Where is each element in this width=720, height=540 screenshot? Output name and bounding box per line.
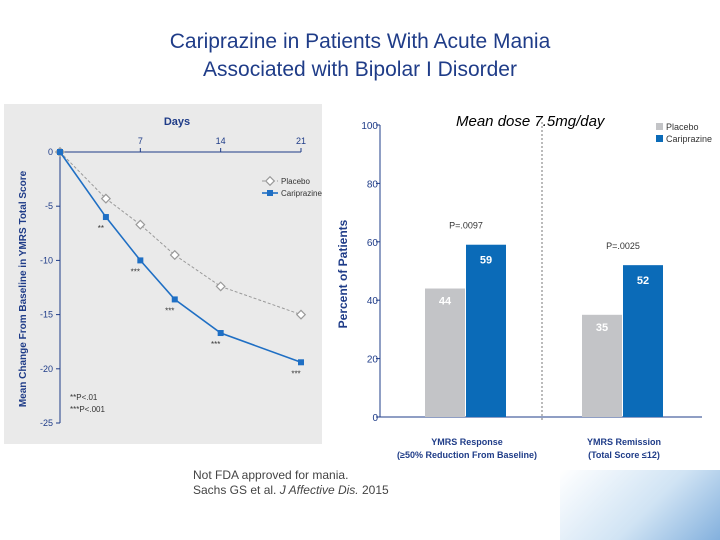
bar-chart-y-tick-label: 20 [367,355,379,366]
bar-legend-label-cariprazine: Cariprazine [666,134,712,144]
line-chart-y-tick-label: -5 [45,201,53,211]
significance-label: ** [98,224,104,233]
line-chart-x-tick-label: 21 [296,136,306,146]
mean-dose-label: Mean dose 7.5mg/day [456,113,605,130]
bar-value-label: 59 [480,255,492,267]
decorative-corner-graphic [560,470,720,540]
bar-chart-categories: YMRS Response (≥50% Reduction From Baseli… [397,437,661,460]
line-chart-series: ************** [54,146,307,378]
cariprazine-data-point [137,257,144,264]
bar-cariprazine [466,244,506,417]
bar-value-label: 35 [596,322,608,334]
significance-label: *** [291,369,300,378]
bar-value-label: 52 [637,275,649,287]
bar-placebo [425,288,465,417]
bar-chart-p-value: P=.0025 [606,241,640,251]
bar-chart-category-sublabel: (≥50% Reduction From Baseline) [397,450,537,460]
bar-value-label: 44 [439,296,452,308]
ymrs-change-line-chart: Days 7 14 21 0 -5 -10 -15 -20 -25 Mean Change F… [18,116,322,428]
legend-marker-placebo [264,175,276,187]
cariprazine-data-point [102,214,109,221]
bar-chart-y-tick-label: 80 [367,179,379,190]
bar-chart-category-label: YMRS Remission [587,437,661,447]
bar-chart-bars: 44 59 P=.0097 35 52 P=.0025 [425,221,663,417]
line-chart-y-tick-label: -20 [40,364,53,374]
legend-marker-cariprazine [267,190,273,196]
cariprazine-data-point [171,296,178,303]
line-chart-y-tick-label: 0 [48,147,53,157]
ymrs-bar-chart-panel: 0 20 40 60 80 100 Percent of Patients 44 59 P=.… [322,104,720,466]
citation-year: 2015 [358,483,389,497]
line-chart-x-tick-label: 7 [138,136,143,146]
footnote-citation: Sachs GS et al. J Affective Dis. 2015 [193,483,389,498]
line-chart-y-tick-label: -25 [40,418,53,428]
line-chart-y-tick-label: -10 [40,255,53,265]
bar-legend-swatch-cariprazine [656,135,663,142]
footnote-fda: Not FDA approved for mania. [193,468,349,482]
line-chart-footnote: ***P<.001 [70,405,105,414]
bar-legend-swatch-placebo [656,123,663,130]
line-chart-x-tick-label: 14 [216,136,226,146]
placebo-data-point [135,219,146,230]
bar-chart-category-sublabel: (Total Score ≤12) [588,450,660,460]
bar-chart-y-tick-label: 100 [361,121,378,132]
significance-label: *** [211,340,220,349]
line-chart-footnote: **P<.01 [70,393,98,402]
ymrs-change-line-chart-panel: Days 7 14 21 0 -5 -10 -15 -20 -25 Mean Change F… [4,104,322,444]
line-series-cariprazine [59,151,302,364]
significance-label: *** [131,267,140,276]
bar-chart-category-label: YMRS Response [431,437,503,447]
bar-chart-p-value: P=.0097 [449,221,483,231]
bar-cariprazine [623,265,663,417]
cariprazine-data-point [298,359,304,366]
line-chart-y-tick-label: -15 [40,310,53,320]
slide-title-line2: Associated with Bipolar I Disorder [203,58,517,81]
slide-title: Cariprazine in Patients With Acute Mania… [0,28,720,84]
line-chart-y-axis: 0 -5 -10 -15 -20 -25 [40,147,61,428]
cariprazine-data-point [57,149,63,155]
placebo-data-point [169,249,180,261]
legend-label-placebo: Placebo [281,177,310,186]
citation-journal: J Affective Dis. [279,483,359,497]
line-chart-x-axis: 7 14 21 [60,136,306,153]
bar-placebo [582,314,622,417]
bar-chart-y-tick-label: 60 [367,238,379,249]
line-chart-legend: Placebo Cariprazine [262,175,322,198]
slide-title-line1: Cariprazine in Patients With Acute Mania [169,30,551,53]
bar-chart-y-tick-label: 0 [372,413,378,424]
line-chart-y-axis-title: Mean Change From Baseline in YMRS Total … [18,170,29,407]
citation-authors: Sachs GS et al. [193,483,280,497]
legend-label-cariprazine: Cariprazine [281,189,322,198]
line-series-placebo [59,151,302,316]
bar-chart-y-tick-label: 40 [367,296,379,307]
cariprazine-data-point [217,330,224,337]
line-chart-x-axis-title: Days [164,116,190,128]
slide-footnote: Not FDA approved for mania. Sachs GS et … [193,468,389,498]
placebo-data-point [100,193,111,204]
placebo-data-point [215,281,226,292]
bar-chart-legend: Placebo Cariprazine [656,122,712,144]
bar-chart-y-axis-title: Percent of Patients [336,219,350,328]
ymrs-response-bar-chart: 0 20 40 60 80 100 Percent of Patients 44 59 P=.… [336,121,712,460]
bar-legend-label-placebo: Placebo [666,122,699,132]
significance-label: *** [165,306,174,315]
placebo-data-point [295,309,307,320]
line-chart-footnotes: **P<.01 ***P<.001 [70,393,105,414]
